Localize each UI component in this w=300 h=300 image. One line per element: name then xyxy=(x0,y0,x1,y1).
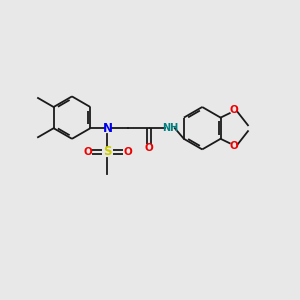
Text: O: O xyxy=(83,147,92,157)
Text: O: O xyxy=(230,141,238,151)
Text: S: S xyxy=(103,145,112,158)
Text: O: O xyxy=(144,143,153,153)
Text: O: O xyxy=(123,147,132,157)
Text: NH: NH xyxy=(162,123,178,133)
Text: O: O xyxy=(230,105,238,115)
Text: N: N xyxy=(102,122,112,135)
